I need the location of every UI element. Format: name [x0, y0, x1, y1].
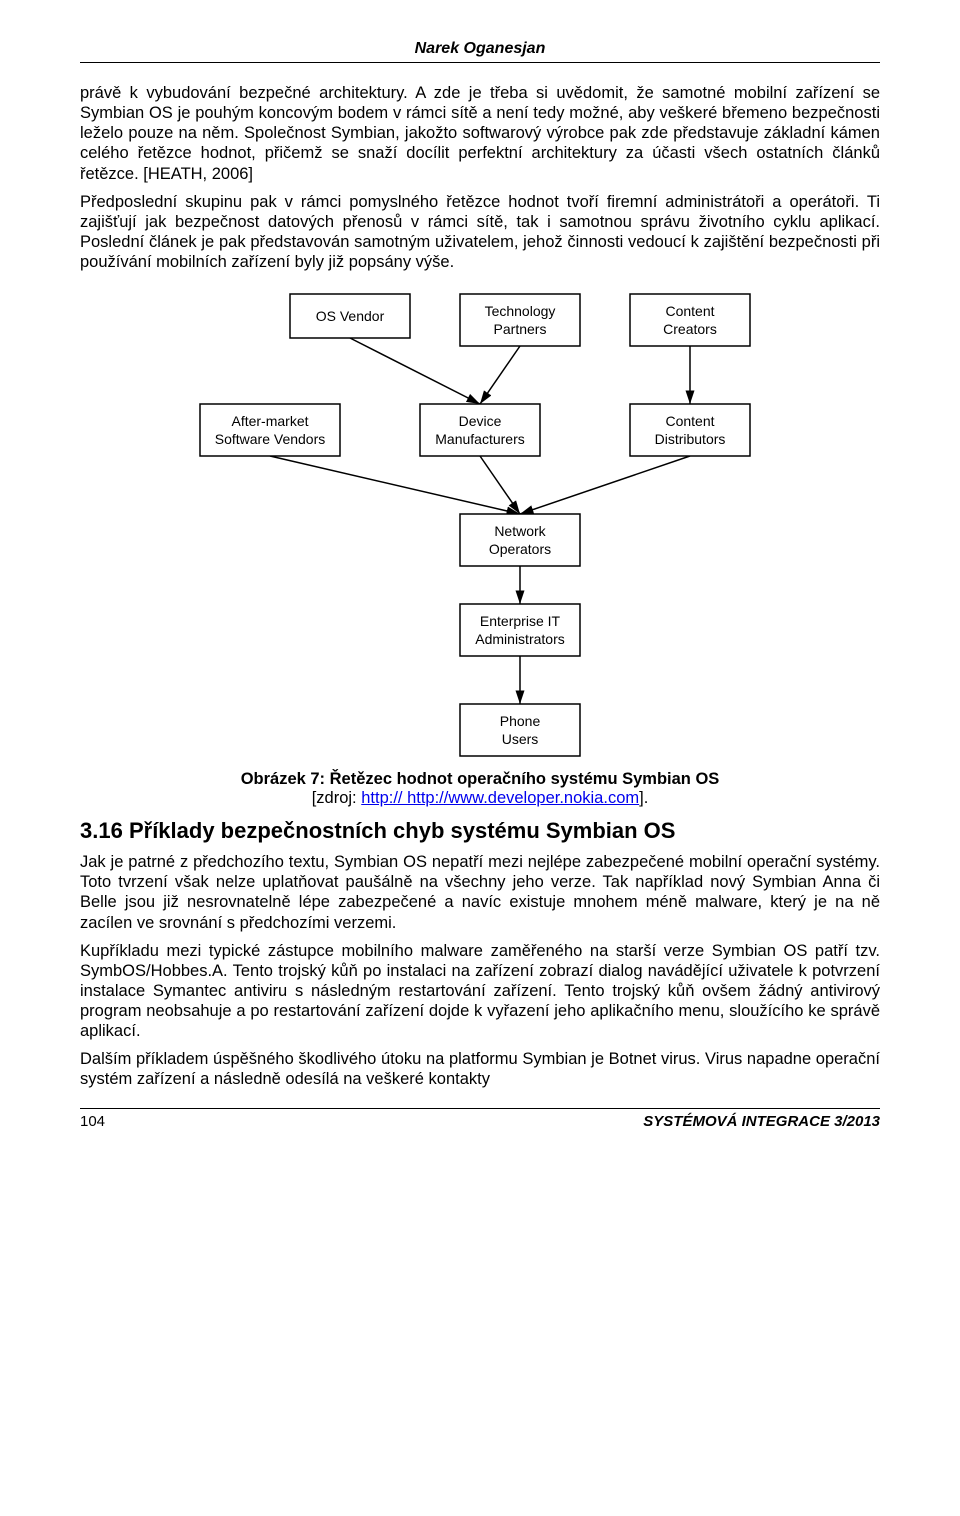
paragraph: Jak je patrné z předchozího textu, Symbi… — [80, 852, 880, 933]
svg-text:Phone: Phone — [500, 713, 541, 729]
caption-title: Obrázek 7: Řetězec hodnot operačního sys… — [241, 770, 720, 788]
svg-text:Administrators: Administrators — [475, 631, 564, 647]
figure-caption: Obrázek 7: Řetězec hodnot operačního sys… — [80, 770, 880, 808]
svg-text:Manufacturers: Manufacturers — [435, 431, 524, 447]
page-header: Narek Oganesjan — [80, 40, 880, 63]
paragraph: Kupříkladu mezi typické zástupce mobilní… — [80, 941, 880, 1042]
svg-text:Creators: Creators — [663, 321, 717, 337]
page-number: 104 — [80, 1113, 105, 1130]
svg-text:Content: Content — [665, 303, 714, 319]
svg-text:Distributors: Distributors — [655, 431, 726, 447]
paragraph: Dalším příkladem úspěšného škodlivého út… — [80, 1049, 880, 1089]
svg-text:Users: Users — [502, 731, 539, 747]
caption-source-link[interactable]: http:// http://www.developer.nokia.com — [361, 789, 639, 807]
section-heading: 3.16 Příklady bezpečnostních chyb systém… — [80, 818, 880, 844]
caption-source-prefix: [zdroj: — [312, 789, 362, 807]
svg-text:Technology: Technology — [485, 303, 556, 319]
page-footer: 104 SYSTÉMOVÁ INTEGRACE 3/2013 — [80, 1108, 880, 1130]
svg-text:Device: Device — [459, 413, 502, 429]
svg-text:Enterprise IT: Enterprise IT — [480, 613, 561, 629]
svg-text:Software Vendors: Software Vendors — [215, 431, 326, 447]
svg-text:Operators: Operators — [489, 541, 551, 557]
journal-name: SYSTÉMOVÁ INTEGRACE 3/2013 — [643, 1113, 880, 1130]
caption-source-suffix: ]. — [639, 789, 648, 807]
section-number: 3.16 — [80, 818, 123, 843]
svg-text:After-market: After-market — [231, 413, 308, 429]
paragraph: právě k vybudování bezpečné architektury… — [80, 83, 880, 184]
value-chain-diagram: OS Vendor Technology Partners Content Creato… — [160, 284, 800, 764]
svg-text:Content: Content — [665, 413, 714, 429]
author-name: Narek Oganesjan — [415, 40, 546, 57]
section-title-text: Příklady bezpečnostních chyb systému Sym… — [129, 818, 676, 843]
svg-text:OS Vendor: OS Vendor — [316, 308, 385, 324]
svg-text:Network: Network — [494, 523, 546, 539]
page: Narek Oganesjan právě k vybudování bezpe… — [0, 0, 960, 1150]
svg-text:Partners: Partners — [494, 321, 547, 337]
paragraph: Předposlední skupinu pak v rámci pomysln… — [80, 192, 880, 273]
